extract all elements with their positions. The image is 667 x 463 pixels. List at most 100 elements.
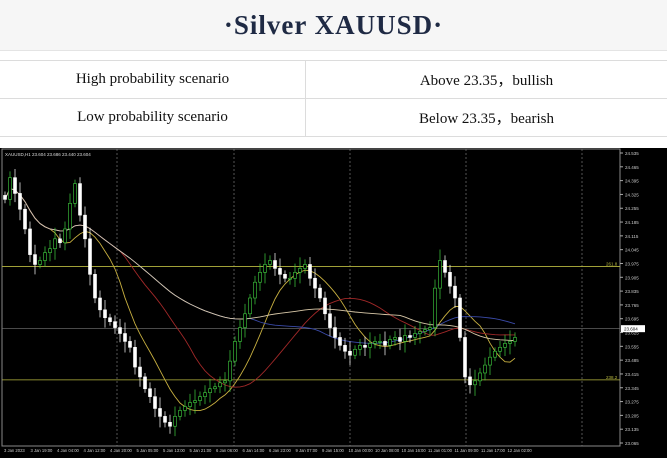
candle-body [278, 268, 282, 275]
candle-body [63, 228, 67, 244]
x-tick-label: 6 Jan 23:00 [269, 448, 292, 453]
candle-body [383, 341, 387, 346]
price-chart: XAUUSD,H1 23.604 23.686 23.440 23.604 24… [0, 148, 667, 458]
candle-body [223, 380, 227, 384]
candle-body [463, 337, 467, 378]
candle-body [58, 238, 62, 244]
candle-body [173, 416, 177, 427]
scenario-label: High probability scenario [0, 61, 306, 98]
candle-body [453, 285, 457, 299]
candle-body [258, 272, 262, 283]
candle-body [8, 177, 12, 200]
y-tick-label: 23.415 [625, 372, 639, 377]
candle-body [108, 317, 112, 322]
candle-body [388, 339, 392, 346]
candle-body [393, 337, 397, 340]
y-tick-label: 23.205 [625, 413, 639, 418]
candle-body [368, 343, 372, 348]
candle-body [198, 396, 202, 401]
candle-body [68, 203, 72, 230]
candle-body [483, 364, 487, 374]
candle-body [168, 421, 172, 427]
x-tick-label: 3 Jan 2023 [4, 448, 25, 453]
candle-body [323, 297, 327, 315]
x-tick-label: 3 Jan 19:00 [31, 448, 54, 453]
y-tick-label: 24.255 [625, 206, 639, 211]
y-tick-label: 24.535 [625, 151, 639, 156]
candle-body [268, 260, 272, 265]
candle-body [418, 331, 422, 334]
candle-body [163, 416, 167, 423]
y-tick-label: 23.135 [625, 427, 639, 432]
candle-body [318, 287, 322, 299]
candle-body [188, 402, 192, 407]
candle-body [433, 287, 437, 328]
candle-body [398, 337, 402, 342]
x-tick-label: 4 Jan 12:00 [84, 448, 107, 453]
candle-body [428, 327, 432, 330]
candle-body [33, 254, 37, 265]
candle-body [243, 313, 247, 328]
candle-body [28, 228, 32, 255]
y-tick-label: 24.395 [625, 179, 639, 184]
y-tick-label: 24.465 [625, 165, 639, 170]
x-tick-label: 5 Jan 05:00 [137, 448, 160, 453]
fib-level-label: 238.2 [606, 375, 618, 380]
candle-body [103, 309, 107, 319]
candle-body [93, 274, 97, 299]
x-tick-label: 10 Jan 08:00 [375, 448, 400, 453]
candle-body [208, 388, 212, 393]
scenario-value: Above 23.35，bullish [419, 73, 554, 89]
x-tick-label: 10 Jan 00:00 [349, 448, 374, 453]
candle-body [238, 327, 242, 342]
y-tick-label: 23.905 [625, 275, 639, 280]
x-tick-label: 6 Jan 06:00 [216, 448, 239, 453]
candle-body [293, 272, 297, 279]
x-tick-label: 11 Jan 01:00 [428, 448, 453, 453]
candle-body [498, 347, 502, 352]
candle-body [43, 252, 47, 261]
candle-body [248, 297, 252, 315]
x-tick-label: 5 Jan 13:00 [163, 448, 186, 453]
candle-body [403, 335, 407, 342]
candle-body [128, 341, 132, 348]
candle-body [468, 376, 472, 386]
candle-body [358, 345, 362, 350]
candle-body [513, 337, 517, 342]
moving-average-line [4, 187, 516, 412]
x-tick-label: 5 Jan 21:00 [190, 448, 213, 453]
candle-body [218, 382, 222, 388]
candle-body [298, 268, 302, 273]
candle-body [193, 400, 197, 403]
candle-body [38, 260, 42, 265]
candle-body [508, 341, 512, 344]
candle-body [153, 396, 157, 409]
candle-body [478, 372, 482, 382]
candle-body [488, 356, 492, 366]
candle-body [138, 366, 142, 378]
y-tick-label: 24.325 [625, 192, 639, 197]
x-tick-label: 11 Jan 09:00 [455, 448, 480, 453]
candle-body [378, 341, 382, 343]
x-tick-label: 9 Jan 15:00 [322, 448, 345, 453]
candle-body [408, 335, 412, 338]
x-tick-label: 10 Jan 16:00 [402, 448, 427, 453]
candle-body [343, 345, 347, 352]
y-tick-label: 23.625 [625, 331, 639, 336]
candle-body [333, 327, 337, 338]
candle-body [48, 248, 52, 253]
y-tick-label: 23.835 [625, 289, 639, 294]
scenario-label: Low probability scenario [0, 99, 306, 136]
y-tick-label: 23.765 [625, 303, 639, 308]
candle-body [503, 343, 507, 348]
plot-frame [1, 148, 621, 447]
y-tick-label: 24.185 [625, 220, 639, 225]
candle-body [203, 392, 207, 397]
candle-body [23, 208, 27, 230]
current-price-label: 23.604 [624, 327, 638, 332]
candle-body [473, 380, 477, 386]
y-tick-label: 23.695 [625, 317, 639, 322]
candle-body [423, 329, 427, 332]
candle-body [363, 345, 367, 348]
candle-body [288, 277, 292, 280]
